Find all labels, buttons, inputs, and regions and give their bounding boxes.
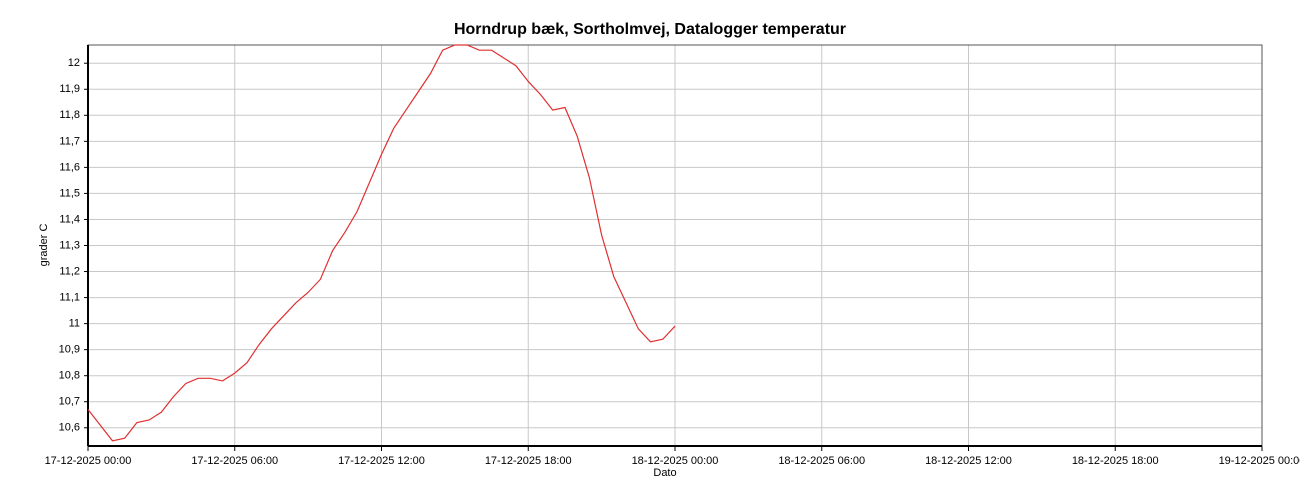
x-tick-label: 17-12-2025 18:00 (485, 455, 572, 467)
x-axis-label: Dato (653, 467, 676, 479)
x-tick-label: 18-12-2025 00:00 (632, 455, 719, 467)
x-tick-label: 18-12-2025 12:00 (925, 455, 1012, 467)
y-tick-label: 11,8 (59, 109, 80, 121)
y-tick-label: 11,7 (59, 135, 80, 147)
y-tick-label: 11,5 (59, 187, 80, 199)
y-tick-label: 11,2 (59, 265, 80, 277)
y-tick-label: 12 (68, 57, 80, 69)
y-tick-label: 11,1 (59, 291, 80, 303)
y-tick-label: 10,8 (59, 370, 80, 382)
y-axis-label: grader C (38, 224, 50, 267)
x-tick-label: 18-12-2025 18:00 (1072, 455, 1159, 467)
series-line (87, 44, 676, 442)
x-tick-label: 18-12-2025 06:00 (778, 455, 865, 467)
x-tick-label: 19-12-2025 00:00 (1219, 455, 1300, 467)
y-tick-label: 10,7 (59, 396, 80, 408)
y-tick-label: 11,4 (59, 213, 80, 225)
y-tick-label: 11,3 (59, 239, 80, 251)
y-tick-label: 11,9 (59, 83, 80, 95)
y-tick-label: 11 (69, 318, 80, 330)
y-tick-label: 10,9 (59, 344, 80, 356)
x-tick-label: 17-12-2025 12:00 (338, 455, 425, 467)
x-tick-label: 17-12-2025 06:00 (191, 455, 278, 467)
y-tick-label: 11,6 (59, 161, 80, 173)
y-tick-label: 10,6 (59, 422, 80, 434)
x-tick-label: 17-12-2025 00:00 (45, 455, 132, 467)
chart-title: Horndrup bæk, Sortholmvej, Datalogger te… (454, 21, 846, 38)
